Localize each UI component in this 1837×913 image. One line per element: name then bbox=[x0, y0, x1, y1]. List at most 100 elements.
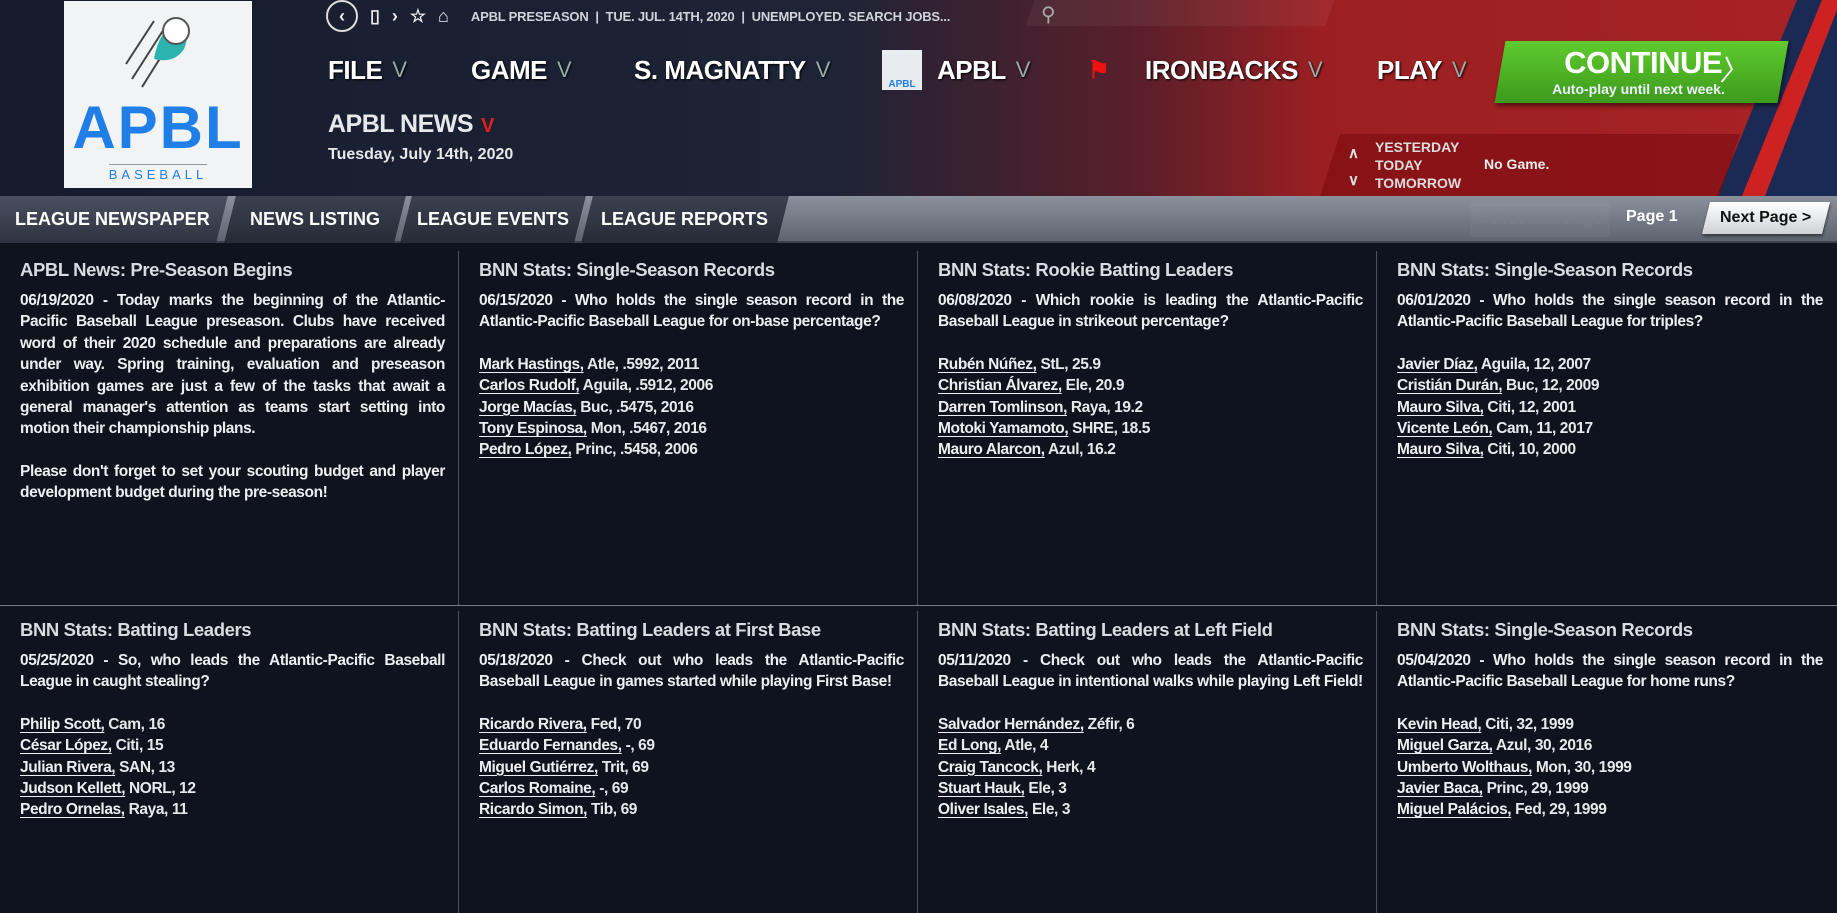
league-logo[interactable]: APBL BASEBALL bbox=[64, 1, 252, 188]
player-link[interactable]: Stuart Hauk, bbox=[938, 780, 1025, 798]
tomorrow-link[interactable]: TOMORROW bbox=[1375, 175, 1462, 191]
menu-league[interactable]: APBL V bbox=[937, 52, 1030, 88]
tab-news-listing[interactable]: NEWS LISTING bbox=[224, 196, 406, 243]
player-link[interactable]: Julian Rivera, bbox=[20, 758, 116, 776]
article-title[interactable]: BNN Stats: Single-Season Records bbox=[1397, 619, 1693, 640]
player-stat: Buc, 12, 2009 bbox=[1502, 377, 1600, 395]
day-selector: ∧ ∨ YESTERDAY TODAY TOMORROW bbox=[1348, 138, 1461, 192]
player-link[interactable]: Rubén Núñez, bbox=[938, 355, 1037, 373]
menu-play[interactable]: PLAY V bbox=[1377, 52, 1467, 88]
article-row: APBL News: Pre-Season Begins 06/19/2020 -… bbox=[0, 251, 1837, 606]
news-article: BNN Stats: Batting Leaders 05/25/2020 - S… bbox=[0, 611, 459, 913]
player-link[interactable]: Ricardo Simon, bbox=[479, 801, 588, 819]
next-page-label: Next Page > bbox=[1720, 209, 1812, 226]
player-link[interactable]: Motoki Yamamoto, bbox=[938, 420, 1069, 438]
chevron-down-icon: V bbox=[1307, 57, 1323, 82]
player-link[interactable]: Kevin Head, bbox=[1397, 715, 1482, 733]
search-icon[interactable]: ⚲ bbox=[1041, 4, 1056, 26]
player-link[interactable]: Philip Scott, bbox=[20, 715, 105, 733]
player-stat: Herk, 4 bbox=[1042, 758, 1096, 776]
home-icon[interactable]: ⌂ bbox=[438, 5, 449, 26]
player-link[interactable]: Darren Tomlinson, bbox=[938, 398, 1067, 416]
tab-league-newspaper[interactable]: LEAGUE NEWSPAPER bbox=[0, 196, 228, 243]
player-link[interactable]: Judson Kellett, bbox=[20, 780, 126, 798]
player-link[interactable]: Pedro López, bbox=[479, 441, 572, 459]
continue-button[interactable]: CONTINUE Auto-play until next week. 〉 bbox=[1494, 41, 1789, 103]
player-list: Salvador Hernández, Zéfir, 6 Ed Long, Atl… bbox=[938, 714, 1363, 821]
player-link[interactable]: Umberto Wolthaus, bbox=[1397, 758, 1533, 776]
player-link[interactable]: Jorge Macías, bbox=[479, 398, 577, 416]
article-title[interactable]: BNN Stats: Rookie Batting Leaders bbox=[938, 259, 1234, 280]
player-stat: Cam, 11, 2017 bbox=[1492, 420, 1593, 438]
player-link[interactable]: Javier Díaz, bbox=[1397, 355, 1478, 373]
menu-game[interactable]: GAME V bbox=[471, 52, 572, 88]
status-breadcrumb[interactable]: APBL PRESEASON | TUE. JUL. 14TH, 2020 | … bbox=[470, 8, 951, 24]
player-stat: Citi, 15 bbox=[111, 737, 164, 755]
article-body: 05/25/2020 - So, who leads the Atlantic-… bbox=[20, 652, 445, 691]
player-link[interactable]: Ricardo Rivera, bbox=[479, 715, 587, 733]
tab-league-events[interactable]: LEAGUE EVENTS bbox=[400, 196, 586, 243]
player-link[interactable]: Carlos Rudolf, bbox=[479, 377, 580, 395]
player-link[interactable]: Mark Hastings, bbox=[479, 355, 584, 373]
previous-page-button[interactable]: < Previous Page bbox=[1470, 203, 1610, 237]
list-item: Stuart Hauk, Ele, 3 bbox=[938, 778, 1363, 799]
tab-label: LEAGUE REPORTS bbox=[601, 209, 769, 229]
article-title[interactable]: APBL News: Pre-Season Begins bbox=[20, 259, 293, 280]
tab-league-reports[interactable]: LEAGUE REPORTS bbox=[581, 196, 789, 243]
back-icon[interactable]: ‹ bbox=[326, 0, 358, 32]
player-link[interactable]: Salvador Hernández, bbox=[938, 715, 1084, 733]
chevron-down-icon: V bbox=[1451, 57, 1467, 82]
yesterday-link[interactable]: YESTERDAY bbox=[1375, 139, 1460, 155]
player-link[interactable]: Carlos Romaine, bbox=[479, 780, 596, 798]
page-icon[interactable]: ▯ bbox=[370, 5, 380, 26]
article-title[interactable]: BNN Stats: Batting Leaders at Left Field bbox=[938, 619, 1273, 640]
article-title[interactable]: BNN Stats: Single-Season Records bbox=[1397, 259, 1693, 280]
player-link[interactable]: Tony Espinosa, bbox=[479, 420, 587, 438]
search-box[interactable] bbox=[1025, 0, 1335, 26]
player-link[interactable]: Eduardo Fernandes, bbox=[479, 737, 622, 755]
player-link[interactable]: Vicente León, bbox=[1397, 420, 1493, 438]
player-link[interactable]: Miguel Gutiérrez, bbox=[479, 758, 598, 776]
forward-icon[interactable]: › bbox=[391, 5, 398, 26]
list-item: Javier Díaz, Aguila, 12, 2007 bbox=[1397, 354, 1823, 375]
star-icon[interactable]: ☆ bbox=[409, 5, 427, 26]
player-stat: StL, 25.9 bbox=[1036, 355, 1101, 373]
article-title[interactable]: BNN Stats: Batting Leaders bbox=[20, 619, 252, 640]
list-item: Miguel Gutiérrez, Trit, 69 bbox=[479, 757, 904, 778]
player-link[interactable]: César López, bbox=[20, 737, 112, 755]
player-link[interactable]: Javier Baca, bbox=[1397, 780, 1483, 798]
player-link[interactable]: Ed Long, bbox=[938, 737, 1002, 755]
player-link[interactable]: Cristián Durán, bbox=[1397, 377, 1503, 395]
up-arrow-icon[interactable]: ∧ bbox=[1348, 145, 1359, 162]
today-link[interactable]: TODAY bbox=[1375, 157, 1423, 173]
player-link[interactable]: Craig Tancock, bbox=[938, 758, 1043, 776]
article-title[interactable]: BNN Stats: Single-Season Records bbox=[479, 259, 775, 280]
player-link[interactable]: Miguel Palácios, bbox=[1397, 801, 1512, 819]
menu-label: S. MAGNATTY bbox=[634, 54, 806, 85]
player-link[interactable]: Mauro Alarcon, bbox=[938, 441, 1045, 459]
menu-file[interactable]: FILE V bbox=[328, 52, 407, 88]
page-title[interactable]: APBL NEWS V bbox=[328, 110, 494, 139]
player-list: Ricardo Rivera, Fed, 70 Eduardo Fernandes… bbox=[479, 714, 904, 821]
down-arrow-icon[interactable]: ∨ bbox=[1348, 172, 1359, 189]
player-link[interactable]: Christian Álvarez, bbox=[938, 377, 1062, 395]
player-link[interactable]: Mauro Silva, bbox=[1397, 398, 1484, 416]
player-stat: Princ, 29, 1999 bbox=[1482, 780, 1589, 798]
menu-team[interactable]: IRONBACKS V bbox=[1145, 52, 1323, 88]
article-body: 06/01/2020 - Who holds the single season… bbox=[1397, 292, 1823, 331]
list-item: Ed Long, Atle, 4 bbox=[938, 735, 1363, 756]
next-page-button[interactable]: Next Page > bbox=[1702, 202, 1830, 234]
player-link[interactable]: Oliver Isales, bbox=[938, 801, 1029, 819]
article-title[interactable]: BNN Stats: Batting Leaders at First Base bbox=[479, 619, 821, 640]
list-item: Motoki Yamamoto, SHRE, 18.5 bbox=[938, 418, 1363, 439]
list-item: Mauro Silva, Citi, 10, 2000 bbox=[1397, 439, 1823, 460]
player-link[interactable]: Miguel Garza, bbox=[1397, 737, 1493, 755]
list-item: Craig Tancock, Herk, 4 bbox=[938, 757, 1363, 778]
player-link[interactable]: Pedro Ornelas, bbox=[20, 801, 125, 819]
news-article: BNN Stats: Single-Season Records 06/15/20… bbox=[459, 251, 918, 605]
player-stat: Citi, 12, 2001 bbox=[1483, 398, 1576, 416]
menu-manager[interactable]: S. MAGNATTY V bbox=[634, 52, 830, 88]
player-list: Mark Hastings, Atle, .5992, 2011 Carlos R… bbox=[479, 354, 904, 461]
player-link[interactable]: Mauro Silva, bbox=[1397, 441, 1484, 459]
player-stat: Citi, 10, 2000 bbox=[1483, 441, 1576, 459]
